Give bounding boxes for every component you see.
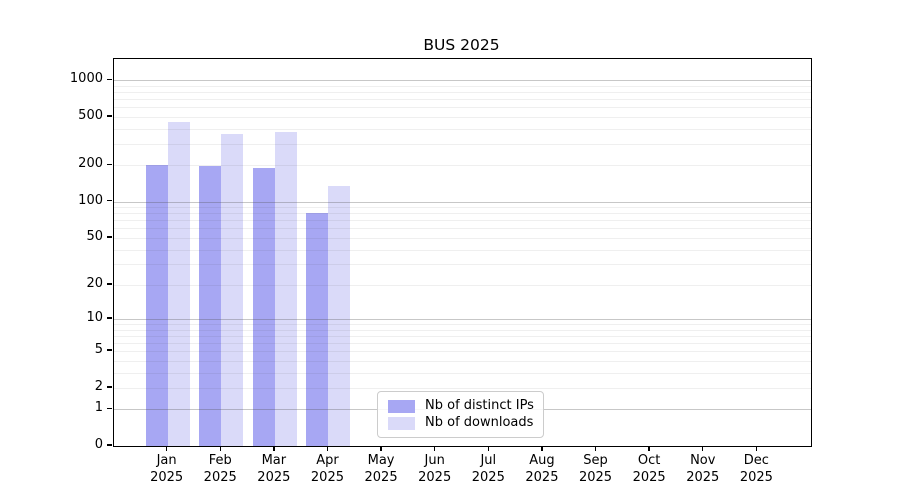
- minor-gridline: [114, 284, 811, 286]
- minor-gridline: [114, 360, 811, 362]
- y-tick-label: 2: [94, 378, 103, 394]
- minor-gridline: [114, 107, 811, 109]
- legend-label-downloads: Nb of downloads: [425, 415, 534, 430]
- minor-gridline: [114, 372, 811, 374]
- y-tick-mark: [107, 200, 112, 202]
- x-tick-mark: [755, 446, 758, 452]
- plot-area: [113, 58, 812, 447]
- x-tick-label: Oct 2025: [632, 453, 666, 485]
- x-tick-label: Feb 2025: [203, 453, 237, 485]
- minor-gridline: [114, 228, 811, 230]
- bar-distinct-ips-jan: [145, 165, 168, 446]
- x-tick-label: Jul 2025: [471, 453, 505, 485]
- y-tick-label: 50: [86, 228, 103, 244]
- y-tick-mark: [107, 349, 112, 351]
- legend-row-downloads: Nb of downloads: [388, 416, 533, 430]
- x-tick-mark: [648, 446, 650, 452]
- x-tick-mark: [165, 446, 168, 452]
- minor-gridline: [114, 207, 811, 209]
- major-gridline: [114, 80, 811, 82]
- bar-downloads-jan: [167, 122, 190, 446]
- minor-gridline: [114, 117, 811, 119]
- x-tick-label: Sep 2025: [578, 453, 613, 485]
- y-tick-label: 200: [78, 156, 103, 172]
- minor-gridline: [114, 165, 811, 167]
- chart-title: BUS 2025: [423, 36, 500, 54]
- x-tick-mark: [487, 446, 489, 452]
- x-tick-label: Jan 2025: [150, 453, 184, 485]
- x-tick-label: Mar 2025: [257, 453, 291, 485]
- minor-gridline: [114, 99, 811, 101]
- x-tick-mark: [541, 446, 543, 452]
- minor-gridline: [114, 264, 811, 266]
- x-tick-mark: [702, 446, 704, 452]
- downloads-swatch: [388, 416, 415, 430]
- minor-gridline: [114, 351, 811, 353]
- y-tick-mark: [107, 78, 112, 81]
- y-tick-mark: [107, 236, 112, 238]
- minor-gridline: [114, 92, 811, 94]
- x-tick-mark: [380, 446, 382, 452]
- bar-downloads-feb: [221, 133, 244, 446]
- minor-gridline: [114, 220, 811, 222]
- major-gridline: [114, 201, 811, 203]
- major-gridline: [114, 319, 811, 321]
- x-tick-label: Dec 2025: [739, 453, 773, 485]
- y-tick-label: 20: [86, 275, 103, 291]
- y-tick-mark: [107, 444, 112, 446]
- x-tick-mark: [219, 446, 221, 452]
- y-tick-label: 500: [78, 108, 103, 124]
- minor-gridline: [114, 144, 811, 146]
- bar-distinct-ips-feb: [199, 166, 222, 446]
- minor-gridline: [114, 335, 811, 337]
- y-tick-label: 1000: [69, 71, 103, 87]
- y-tick-label: 10: [86, 310, 103, 326]
- y-tick-mark: [107, 163, 112, 166]
- bar-distinct-ips-mar: [252, 167, 275, 446]
- y-tick-label: 5: [94, 342, 103, 358]
- bar-downloads-apr: [328, 186, 351, 446]
- minor-gridline: [114, 86, 811, 87]
- minor-gridline: [114, 249, 811, 251]
- x-tick-label: May 2025: [364, 453, 398, 485]
- y-tick-label: 1: [94, 400, 103, 416]
- y-tick-mark: [107, 407, 112, 409]
- minor-gridline: [114, 237, 811, 239]
- minor-gridline: [114, 128, 811, 130]
- x-tick-mark: [433, 446, 436, 452]
- legend: Nb of distinct IPs Nb of downloads: [377, 391, 544, 438]
- minor-gridline: [114, 387, 811, 389]
- legend-label-distinct-ips: Nb of distinct IPs: [425, 398, 534, 413]
- y-tick-mark: [107, 283, 112, 285]
- x-tick-label: Jun 2025: [418, 453, 452, 485]
- bar-distinct-ips-apr: [306, 213, 329, 446]
- x-tick-mark: [273, 446, 275, 452]
- distinct-ips-swatch: [388, 399, 415, 413]
- bar-downloads-mar: [274, 131, 297, 446]
- y-tick-mark: [107, 115, 112, 117]
- minor-gridline: [114, 213, 811, 215]
- x-tick-mark: [326, 446, 329, 452]
- y-tick-label: 0: [94, 437, 103, 452]
- y-tick-label: 100: [78, 192, 103, 208]
- x-tick-label: Aug 2025: [525, 453, 559, 485]
- y-tick-mark: [107, 386, 112, 388]
- y-tick-mark: [107, 317, 112, 319]
- x-tick-label: Apr 2025: [310, 453, 344, 485]
- minor-gridline: [114, 329, 811, 331]
- minor-gridline: [114, 343, 811, 345]
- minor-gridline: [114, 324, 811, 326]
- x-tick-mark: [594, 446, 597, 452]
- x-tick-label: Nov 2025: [686, 453, 720, 485]
- legend-row-distinct-ips: Nb of distinct IPs: [388, 398, 534, 413]
